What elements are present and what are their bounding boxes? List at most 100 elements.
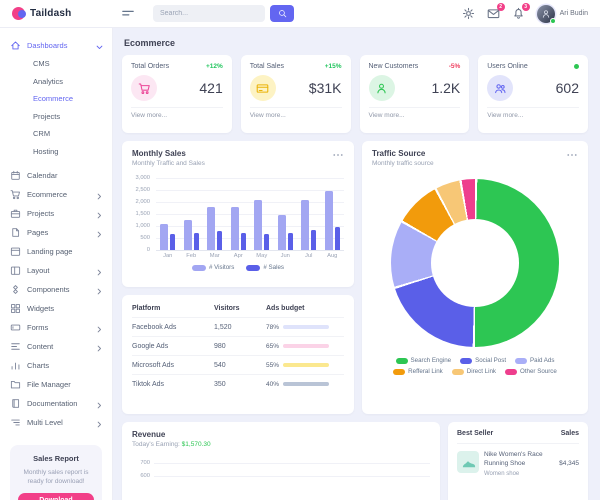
- sidebar-subitem-cms[interactable]: CMS: [33, 59, 50, 68]
- bar-chart: 3,000 2,500 2,000 1,500 1,000 500 0: [132, 175, 344, 253]
- revenue-card: Revenue Today's Earning: $1,570.30 700 60…: [122, 422, 440, 500]
- settings-gear-icon[interactable]: [462, 7, 475, 20]
- bar-group-jun: [277, 178, 293, 250]
- stat-delta: +12%: [205, 63, 223, 70]
- bar-group-may: [254, 178, 270, 250]
- sidebar-item-components[interactable]: Components: [10, 280, 102, 299]
- stat-delta: -5%: [448, 63, 461, 70]
- sidebar-subitem-crm[interactable]: CRM: [33, 129, 51, 138]
- download-button[interactable]: Download: [18, 493, 94, 500]
- sidebar-item-charts[interactable]: Charts: [10, 356, 102, 375]
- legend-item: Search Engine: [395, 357, 451, 364]
- cart-icon: [131, 75, 157, 101]
- best-seller-card: Best Seller Sales Nike Women's Race Runn…: [448, 422, 588, 500]
- view-more-link[interactable]: View more...: [487, 107, 579, 119]
- stat-value: $31K: [308, 80, 342, 96]
- sidebar-item-ecommerce[interactable]: Ecommerce: [10, 185, 102, 204]
- chevron-icon: [94, 343, 102, 351]
- online-indicator-dot: [574, 64, 579, 69]
- bar-group-apr: [230, 178, 246, 250]
- legend-item: Other Source: [505, 368, 557, 375]
- sidebar-item-pages[interactable]: Pages: [10, 223, 102, 242]
- best-seller-item[interactable]: Nike Women's Race Running Shoe Women sho…: [457, 451, 579, 477]
- view-more-link[interactable]: View more...: [368, 107, 461, 119]
- sidebar-item-layout[interactable]: Layout: [10, 261, 102, 280]
- stat-label: Total Sales: [249, 63, 284, 70]
- monthly-sales-title: Monthly Sales: [132, 149, 186, 158]
- chevron-icon: [94, 400, 102, 408]
- content-icon: [10, 341, 21, 352]
- app-logo[interactable]: Taildash: [0, 7, 113, 20]
- chevron-icon: [94, 210, 102, 218]
- messages-icon[interactable]: 2: [487, 3, 505, 20]
- view-more-link[interactable]: View more...: [131, 107, 223, 119]
- revenue-title: Revenue: [132, 430, 166, 439]
- page-title: Ecommerce: [124, 38, 176, 48]
- search-input[interactable]: [153, 5, 265, 22]
- sales-report-card: Sales Report Monthly sales report is rea…: [10, 445, 102, 500]
- person-icon: [368, 75, 395, 101]
- logo-icon: [12, 7, 26, 20]
- product-name: Nike Women's Race Running Shoe: [484, 451, 543, 467]
- budget-progress-bar: [283, 382, 330, 386]
- legend-item: Paid Ads: [515, 357, 554, 364]
- sidebar-subitem-analytics[interactable]: Analytics: [33, 76, 64, 86]
- search-icon: [278, 9, 287, 18]
- traffic-source-card: Traffic Source Monthly traffic source Se…: [362, 141, 588, 414]
- view-more-link[interactable]: View more...: [249, 107, 342, 119]
- sidebar-item-landing-page[interactable]: Landing page: [10, 242, 102, 261]
- folder-icon: [10, 379, 21, 390]
- budget-progress-bar: [283, 344, 330, 348]
- sidebar-item-file-manager[interactable]: File Manager: [10, 375, 102, 394]
- people-icon: [487, 75, 514, 101]
- table-row-facebook-ads: Facebook Ads 1,520 78%: [132, 318, 344, 337]
- calendar-icon: [10, 170, 21, 181]
- chevron-icon: [94, 229, 102, 237]
- widgets-icon: [10, 303, 21, 314]
- sidebar-item-content[interactable]: Content: [10, 337, 102, 356]
- chevron-icon: [94, 42, 103, 50]
- sidebar-item-calendar[interactable]: Calendar: [10, 166, 102, 185]
- bar-group-jan: [160, 178, 176, 250]
- budget-progress-bar: [283, 363, 330, 367]
- sidebar-subitem-hosting[interactable]: Hosting: [33, 146, 59, 156]
- sidebar-item-widgets[interactable]: Widgets: [10, 299, 102, 318]
- online-status-dot: [549, 17, 556, 24]
- home-icon: [10, 40, 21, 51]
- user-menu[interactable]: Ari Budin: [536, 4, 588, 24]
- search-button[interactable]: [270, 5, 294, 22]
- platform-table-card: Platform Visitors Ads budget Facebook Ads 1,…: [122, 295, 354, 414]
- chevron-icon: [94, 267, 102, 275]
- stat-label: Total Orders: [131, 63, 170, 70]
- legend-item: Refferal Link: [393, 368, 443, 375]
- sidebar-item-multi-level[interactable]: Multi Level: [10, 413, 102, 432]
- stat-card-new-customers: New Customers -5% 1.2K View more...: [359, 55, 470, 133]
- logo-text: Taildash: [30, 8, 72, 19]
- stat-label: Users Online: [487, 63, 528, 70]
- bar-group-feb: [183, 178, 199, 250]
- legend-item: Direct Link: [451, 368, 496, 375]
- sales-report-title: Sales Report: [33, 454, 79, 463]
- table-row-tiktok-ads: Tiktok Ads 350 40%: [132, 375, 344, 393]
- traffic-source-subtitle: Monthly traffic source: [372, 160, 434, 167]
- briefcase-icon: [10, 208, 21, 219]
- card-icon: [249, 75, 276, 101]
- earning-amount: $1,570.30: [181, 441, 211, 448]
- user-name: Ari Budin: [559, 10, 588, 17]
- sidebar-subitem-ecommerce[interactable]: Ecommerce: [33, 94, 74, 103]
- legend-item: # Sales: [246, 264, 284, 271]
- sidebar-subitem-projects[interactable]: Projects: [33, 111, 61, 121]
- sidebar-item-dashboards[interactable]: Dashboards: [10, 36, 103, 55]
- menu-toggle-icon[interactable]: [121, 7, 135, 21]
- sidebar-item-projects[interactable]: Projects: [10, 204, 102, 223]
- product-category: Women shoe: [484, 470, 520, 477]
- sidebar-item-forms[interactable]: Forms: [10, 318, 102, 337]
- card-menu-dots-icon[interactable]: [566, 149, 578, 161]
- notifications-bell-icon[interactable]: 3: [512, 3, 530, 20]
- sales-col-header: Sales: [560, 430, 579, 437]
- card-menu-dots-icon[interactable]: [332, 149, 344, 161]
- table-row-google-ads: Google Ads 980 65%: [132, 337, 344, 356]
- stat-value: 1.2K: [431, 80, 461, 96]
- charts-icon: [10, 360, 21, 371]
- sidebar-item-documentation[interactable]: Documentation: [10, 394, 102, 413]
